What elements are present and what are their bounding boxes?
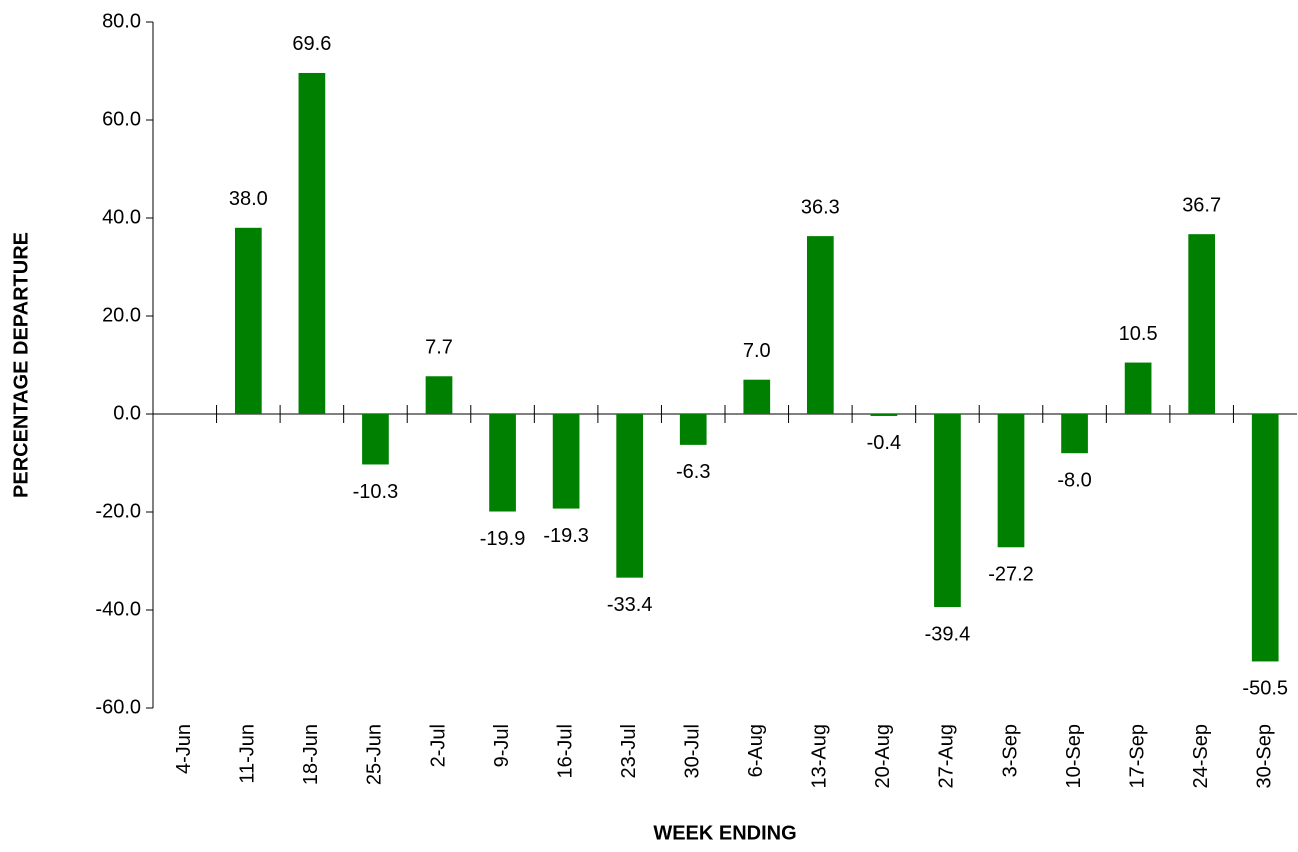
x-tick-label: 23-Jul: [618, 724, 640, 778]
x-tick-label: 2-Jul: [427, 724, 449, 767]
x-tick-label: 20-Aug: [872, 724, 894, 789]
value-label: -33.4: [607, 594, 653, 616]
y-tick-label: -60.0: [95, 696, 141, 718]
x-tick-label: 24-Sep: [1190, 724, 1212, 789]
value-label: 36.7: [1182, 194, 1221, 216]
value-label: -0.4: [867, 432, 901, 454]
bar: [743, 379, 771, 414]
value-label: -8.0: [1057, 469, 1091, 491]
x-tick-label: 9-Jul: [491, 724, 513, 767]
bar: [870, 414, 898, 416]
value-label: 7.0: [743, 340, 771, 362]
x-tick-label: 13-Aug: [809, 724, 831, 789]
x-tick-label: 30-Jul: [682, 724, 704, 778]
bar: [679, 414, 707, 445]
bar: [997, 414, 1025, 548]
bar: [552, 414, 580, 509]
x-tick-label: 3-Sep: [999, 724, 1021, 777]
bar: [934, 414, 961, 608]
value-label: 38.0: [229, 188, 268, 210]
x-tick-label: 17-Sep: [1126, 724, 1148, 789]
bar: [1251, 414, 1279, 662]
bar: [425, 376, 453, 414]
bar: [1124, 362, 1152, 414]
bar: [234, 227, 262, 414]
x-tick-label: 18-Jun: [300, 724, 322, 785]
value-label: 36.3: [801, 196, 840, 218]
x-tick-label: 25-Jun: [364, 724, 386, 785]
y-tick-label: 20.0: [102, 304, 141, 326]
bar: [298, 72, 326, 415]
x-tick-label: 27-Aug: [936, 724, 958, 789]
value-label: 7.7: [425, 337, 453, 359]
value-label: -39.4: [925, 623, 971, 645]
y-tick-label: 0.0: [113, 402, 141, 424]
value-label: -19.9: [480, 528, 526, 550]
y-axis-title: PERCENTAGE DEPARTURE: [10, 232, 32, 498]
y-tick-label: -20.0: [95, 500, 141, 522]
x-tick-label: 30-Sep: [1254, 724, 1276, 789]
y-tick-label: 60.0: [102, 108, 141, 130]
value-label: -10.3: [353, 481, 399, 503]
bar: [616, 414, 644, 578]
y-tick-label: 40.0: [102, 206, 141, 228]
bar: [1188, 234, 1216, 414]
x-axis-title: WEEK ENDING: [653, 822, 796, 844]
value-label: -50.5: [1242, 678, 1288, 700]
x-tick-label: 11-Jun: [237, 724, 259, 784]
value-label: -27.2: [988, 564, 1034, 586]
bar: [806, 236, 834, 414]
x-tick-label: 6-Aug: [745, 724, 767, 777]
x-tick-label: 10-Sep: [1063, 724, 1085, 789]
value-label: 69.6: [292, 33, 331, 55]
bar: [489, 414, 516, 512]
value-label: -19.3: [543, 525, 589, 547]
bar: [362, 414, 389, 465]
value-label: -6.3: [676, 461, 710, 483]
value-label: 10.5: [1119, 323, 1158, 345]
y-tick-label: 80.0: [102, 10, 141, 32]
bar: [1061, 414, 1088, 454]
x-tick-label: 16-Jul: [554, 724, 576, 778]
x-tick-label: 4-Jun: [173, 724, 195, 774]
y-tick-label: -40.0: [95, 598, 141, 620]
